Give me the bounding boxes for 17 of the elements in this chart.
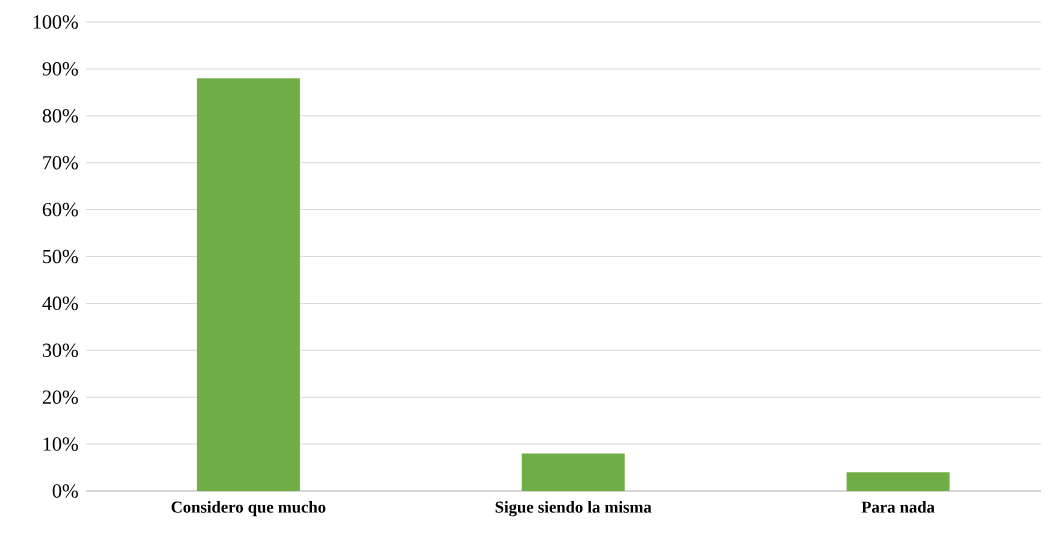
y-tick-label: 100% xyxy=(33,15,78,29)
y-tick-label: 70% xyxy=(43,155,78,170)
x-tick-label: Considero que mucho xyxy=(171,501,326,517)
x-tick-label: Para nada xyxy=(861,501,935,513)
bar xyxy=(521,453,625,491)
y-tick-label: 10% xyxy=(43,437,78,451)
bar xyxy=(846,472,950,491)
y-tick-label: 50% xyxy=(43,249,78,264)
y-tick-label: 0% xyxy=(52,484,78,498)
y-tick-label: 30% xyxy=(42,343,78,358)
y-tick-label: 60% xyxy=(42,202,78,217)
y-tick-label: 90% xyxy=(42,62,78,76)
y-tick-label: 40% xyxy=(42,296,78,311)
x-tick-label: Sigue siendo la misma xyxy=(495,501,652,517)
y-tick-label: 80% xyxy=(42,109,78,123)
bar xyxy=(196,78,300,491)
y-tick-label: 20% xyxy=(42,390,78,404)
